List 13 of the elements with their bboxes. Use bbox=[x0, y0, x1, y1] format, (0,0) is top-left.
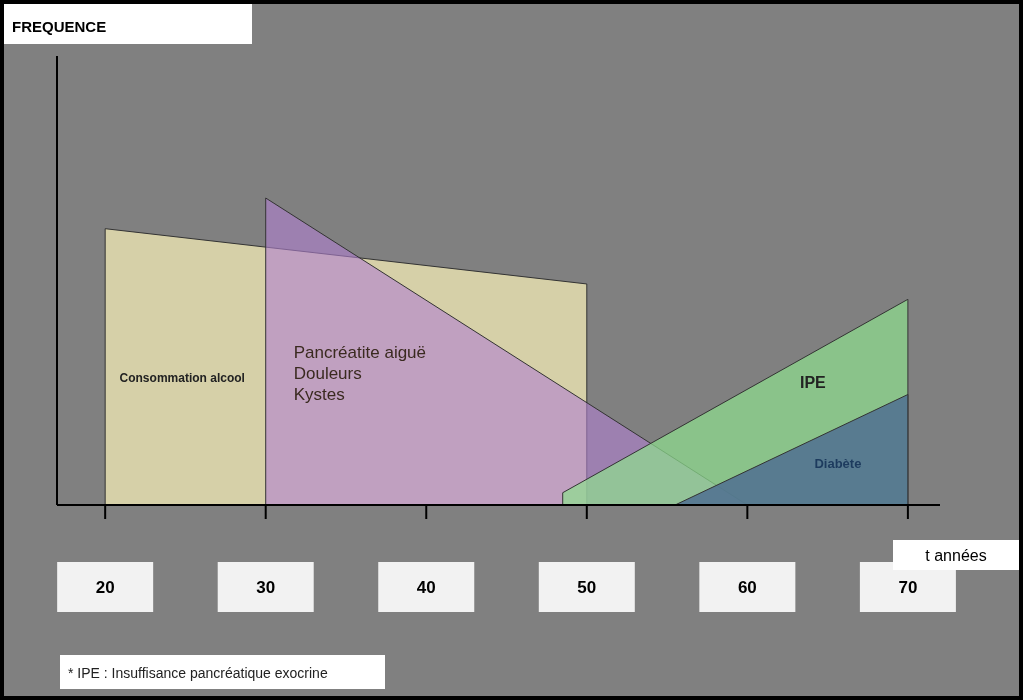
text: FREQUENCE bbox=[12, 18, 107, 35]
series-label: Diabète bbox=[814, 456, 862, 472]
x-tick-label: 50 bbox=[577, 578, 597, 597]
x-tick-label: 40 bbox=[416, 578, 436, 597]
series-label: Pancréatite aiguë Douleurs Kystes bbox=[293, 342, 427, 405]
x-tick-label: 20 bbox=[95, 578, 115, 597]
series-label: Consommation alcool bbox=[119, 371, 245, 386]
x-tick-label: 60 bbox=[737, 578, 757, 597]
x-tick-label: 70 bbox=[898, 578, 918, 597]
series-label: IPE bbox=[799, 374, 827, 392]
x-tick-label: 30 bbox=[256, 578, 276, 597]
text: * IPE : Insuffisance pancréatique exocrine bbox=[68, 665, 328, 681]
x-axis-title: t années bbox=[925, 547, 987, 564]
